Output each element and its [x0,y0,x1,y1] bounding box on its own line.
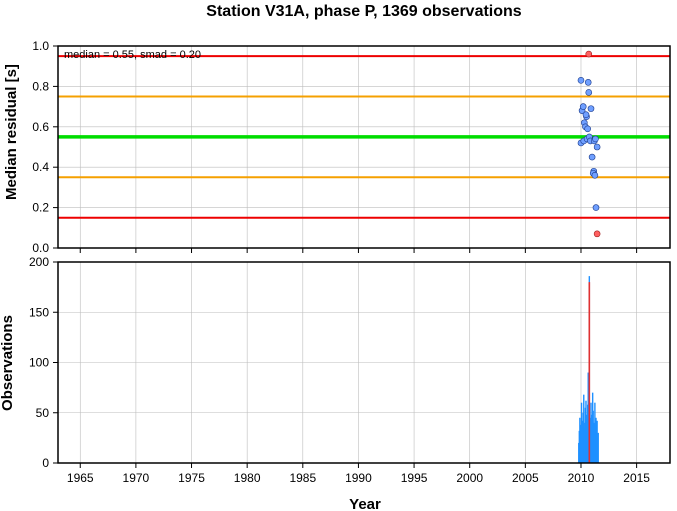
x-axis-label: Year [349,496,381,511]
residual-y-tick-label-0.0: 0.0 [32,241,49,255]
observations-y-tick-label-50: 50 [36,406,50,420]
x-tick-label-1975: 1975 [178,471,205,485]
residual-point-18 [592,135,599,143]
chart-title: Station V31A, phase P, 1369 observations [206,3,521,20]
residual-y-axis-label: Median residual [s] [3,64,20,200]
residual-point-0 [577,77,585,84]
x-tick-label-2010: 2010 [568,471,595,485]
observations-y-tick-label-100: 100 [29,356,49,370]
x-tick-label-1970: 1970 [123,471,150,485]
x-tick-label-1965: 1965 [67,471,94,485]
residual-y-tick-label-0.4: 0.4 [32,160,49,174]
residual-point-7 [585,89,593,96]
residual-point-19 [593,143,601,151]
x-tick-label-1990: 1990 [345,471,372,485]
observations-y-tick-label-0: 0 [42,456,49,470]
residual-point-8 [587,105,595,112]
residual-point-2 [579,103,587,110]
residual-y-tick-label-0.2: 0.2 [32,201,49,215]
x-tick-label-1980: 1980 [234,471,261,485]
residual-point-16 [588,153,596,161]
observations-y-tick-label-150: 150 [29,305,49,319]
x-tick-label-1985: 1985 [289,471,316,485]
residual-point-6 [584,79,592,86]
residual-point-23 [592,204,600,211]
x-tick-label-2005: 2005 [512,471,539,485]
residual-y-tick-label-0.6: 0.6 [32,120,49,134]
residual-panel: 0.0 0.2 0.4 0.6 0.8 1.0 [32,39,671,255]
observations-y-axis-label: Observations [0,315,16,411]
outlier-point-0 [585,50,593,58]
observations-y-tick-label-200: 200 [29,255,49,269]
median-smad-annotation: median = 0.55, smad = 0.20 [64,49,201,61]
residual-point-22 [591,171,599,179]
outlier-point-1 [593,230,601,238]
residual-y-tick-label-1.0: 1.0 [32,39,49,53]
observations-panel: 1965 1970 1975 1980 1985 1990 1995 2000 2005 2010… [29,255,671,485]
x-tick-label-2000: 2000 [456,471,483,485]
residual-point-5 [582,111,590,118]
residual-point-14 [584,125,591,133]
x-tick-label-2015: 2015 [623,471,650,485]
observations-plot-frame [57,261,671,464]
x-tick-label-1995: 1995 [401,471,428,485]
residual-y-tick-label-0.8: 0.8 [32,79,49,93]
residual-plot-frame [57,45,671,249]
